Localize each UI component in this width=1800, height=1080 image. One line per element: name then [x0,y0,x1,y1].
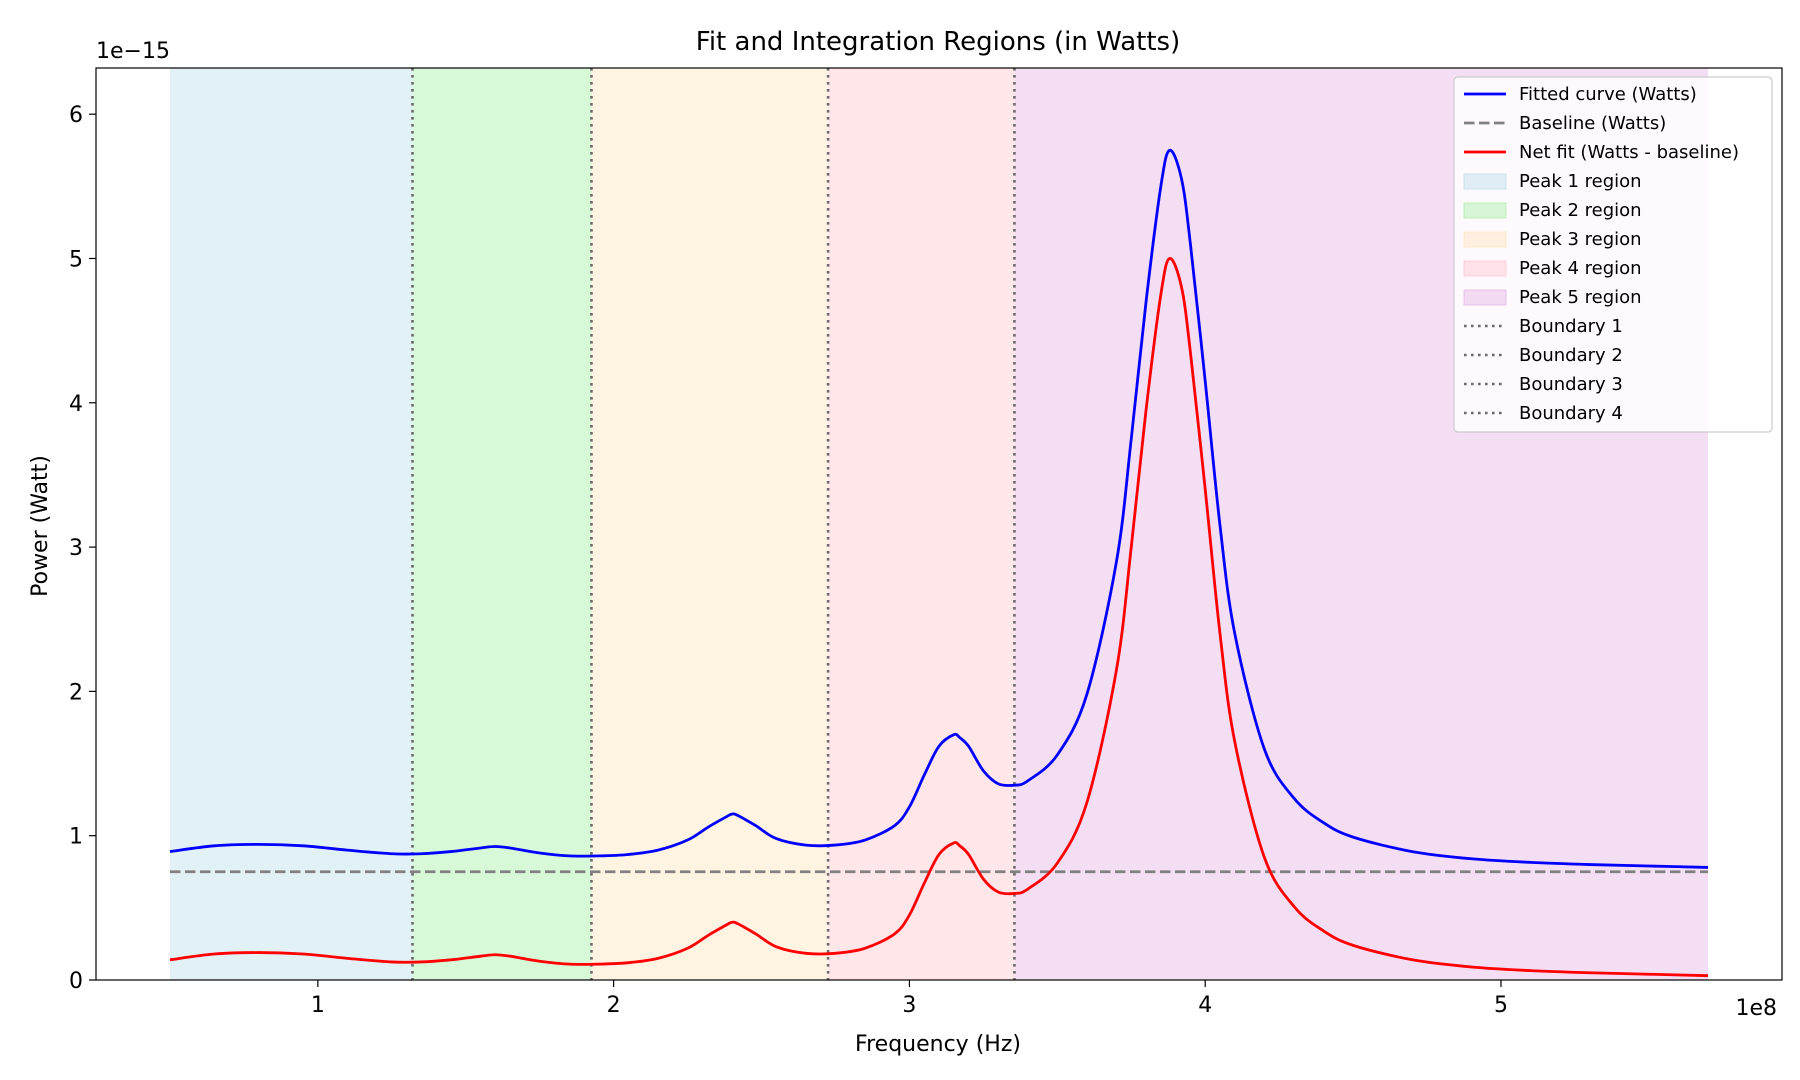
legend-label: Net fit (Watts - baseline) [1519,142,1739,163]
legend-item-region-2: Peak 2 region [1463,200,1642,221]
peak-region-3 [591,68,829,980]
legend-item-region-5: Peak 5 region [1463,287,1642,308]
peak-region-2 [412,68,592,980]
y-axis-offset-label: 1e−15 [96,39,170,64]
fitted-curve-line [169,148,1709,869]
legend-swatch [1463,289,1507,306]
legend-item-boundary-4: Boundary 4 [1464,403,1623,424]
legend-label: Boundary 1 [1519,316,1623,337]
legend-swatch [1463,202,1507,219]
x-tick-label: 2 [607,993,621,1018]
y-tick-label: 6 [69,103,83,128]
y-tick-label: 2 [69,680,83,705]
y-axis-ticks: 0 1 2 3 4 5 6 [69,103,96,994]
peak-region-4 [828,68,1015,980]
legend-item-net-fit-line: Net fit (Watts - baseline) [1464,142,1739,163]
plot-frame [95,67,1783,981]
legend-swatch [1463,231,1507,248]
y-tick-label: 4 [69,392,83,417]
legend: Fitted curve (Watts) Baseline (Watts) Net … [1453,76,1773,433]
legend-label: Peak 4 region [1519,258,1642,279]
y-tick-label: 0 [69,969,83,994]
peak-region-1 [169,68,413,980]
legend-item-baseline-line: Baseline (Watts) [1464,113,1666,134]
boundary-lines [411,68,1016,980]
series-lines [169,148,1709,978]
y-tick-label: 3 [69,536,83,561]
x-tick-label: 4 [1198,993,1212,1018]
net-fit-line [169,257,1709,978]
y-axis-label: Power (Watt) [28,455,53,597]
legend-label: Peak 5 region [1519,287,1642,308]
legend-swatch [1463,260,1507,277]
legend-item-region-1: Peak 1 region [1463,171,1642,192]
chart-title: Fit and Integration Regions (in Watts) [696,27,1180,57]
legend-label: Peak 2 region [1519,200,1642,221]
legend-label: Baseline (Watts) [1519,113,1666,134]
legend-item-fitted-curve-line: Fitted curve (Watts) [1464,84,1697,105]
legend-label: Fitted curve (Watts) [1519,84,1697,105]
legend-box [1453,76,1773,433]
y-tick-label: 5 [69,247,83,272]
x-tick-label: 1 [311,993,325,1018]
legend-item-region-4: Peak 4 region [1463,258,1642,279]
shaded-regions [169,68,1709,980]
legend-label: Boundary 3 [1519,374,1623,395]
legend-label: Peak 3 region [1519,229,1642,250]
legend-label: Boundary 4 [1519,403,1623,424]
legend-label: Boundary 2 [1519,345,1623,366]
y-tick-label: 1 [69,825,83,850]
legend-swatch [1463,173,1507,190]
legend-item-region-3: Peak 3 region [1463,229,1642,250]
x-tick-label: 5 [1494,993,1508,1018]
legend-item-boundary-2: Boundary 2 [1464,345,1623,366]
x-axis-ticks: 1 2 3 4 5 [311,980,1508,1018]
x-axis-offset-label: 1e8 [1735,996,1777,1021]
legend-label: Peak 1 region [1519,171,1642,192]
x-axis-label: Frequency (Hz) [855,1032,1021,1057]
x-tick-label: 3 [902,993,916,1018]
legend-item-boundary-1: Boundary 1 [1464,316,1623,337]
legend-item-boundary-3: Boundary 3 [1464,374,1623,395]
